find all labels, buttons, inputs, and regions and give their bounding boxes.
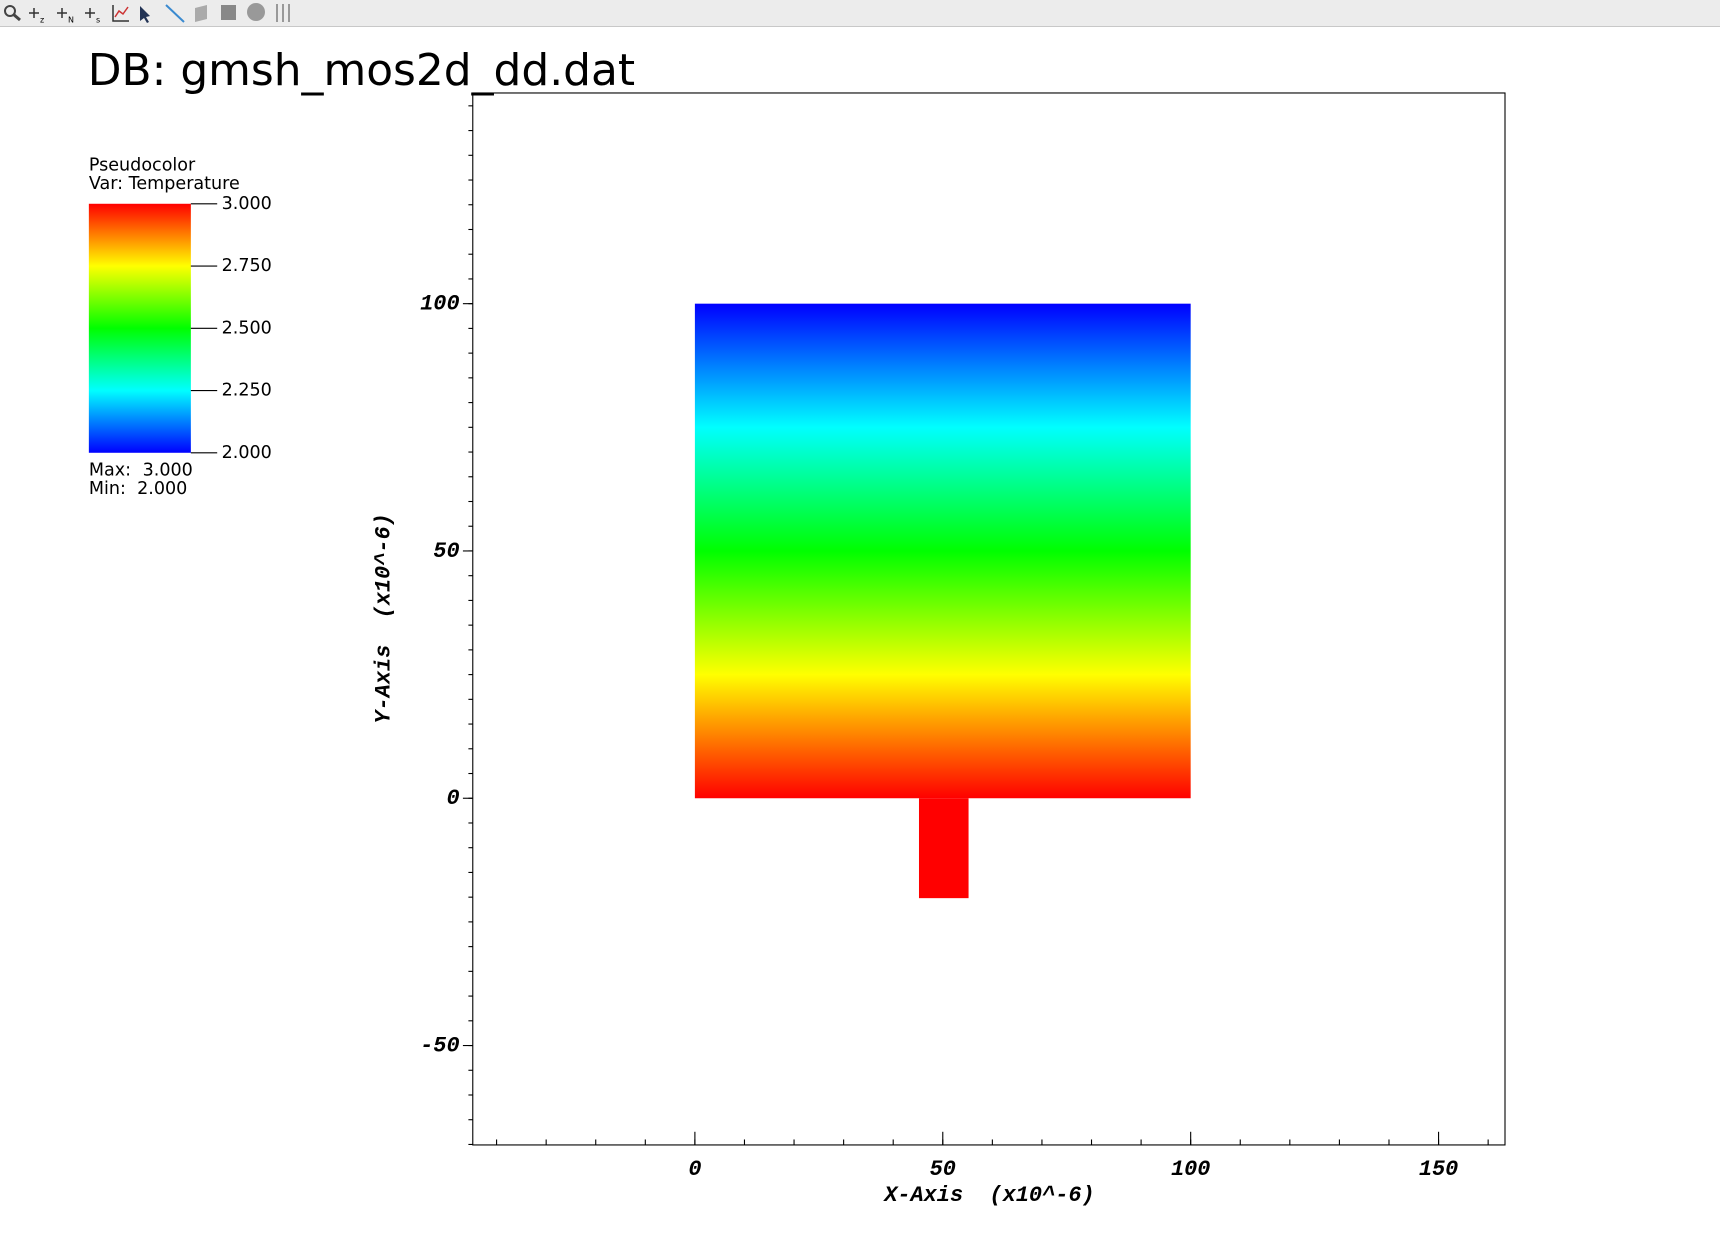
colorbar-tick-label: 2.750 [222,256,272,276]
legend-var: Var: Temperature [89,174,240,194]
plane-icon[interactable] [195,5,207,22]
y-tick-label: 100 [420,291,459,316]
line-icon[interactable] [165,4,185,23]
y-tick-label: 50 [433,539,459,564]
settings-icon[interactable] [276,4,290,22]
y-axis-title: Y-Axis (x10^-6) [372,513,397,723]
pick-z-icon[interactable]: z [29,8,44,25]
x-axis-title: X-Axis (x10^-6) [882,1183,1094,1208]
colorbar-tick-label: 3.000 [222,194,272,214]
db-title: DB: gmsh_mos2d_dd.dat [88,45,635,96]
y-tick-label: 0 [446,786,459,811]
lineout-icon[interactable] [112,5,129,22]
pick-s-icon[interactable]: s [85,8,100,25]
legend-max-text: Max: [89,460,131,480]
mesh-region [694,303,1191,799]
y-tick-label: -50 [420,1033,459,1058]
colorbar [88,203,191,453]
colorbar-tick-label: 2.250 [222,381,272,401]
x-tick-label: 0 [688,1157,701,1182]
plot-frame [472,92,1506,1146]
x-tick-label: 50 [930,1157,956,1182]
svg-text:z: z [40,16,44,25]
legend-plot: Pseudocolor [89,155,196,175]
navigate-icon[interactable] [140,6,150,23]
legend-max: 3.000 [143,460,193,480]
zoom-icon[interactable] [4,5,21,22]
svg-text:s: s [96,16,100,25]
svg-text:N: N [68,16,74,25]
mesh-region [918,798,969,899]
colorbar-tick-label: 2.500 [222,318,272,338]
toolbar: z N s [0,0,1720,27]
box-icon[interactable] [221,5,236,20]
colorbar-tick-label: 2.000 [222,443,272,463]
x-tick-label: 150 [1419,1157,1458,1182]
toolbar-icons: z N s [4,3,290,25]
legend-min-text: Min: [89,479,126,499]
pick-n-icon[interactable]: N [57,8,74,25]
sphere-icon[interactable] [247,3,265,21]
visualization: DB: gmsh_mos2d_dd.dat Pseudocolor Var: T… [88,45,1506,1208]
legend-min: 2.000 [137,479,187,499]
x-tick-label: 100 [1171,1157,1210,1182]
